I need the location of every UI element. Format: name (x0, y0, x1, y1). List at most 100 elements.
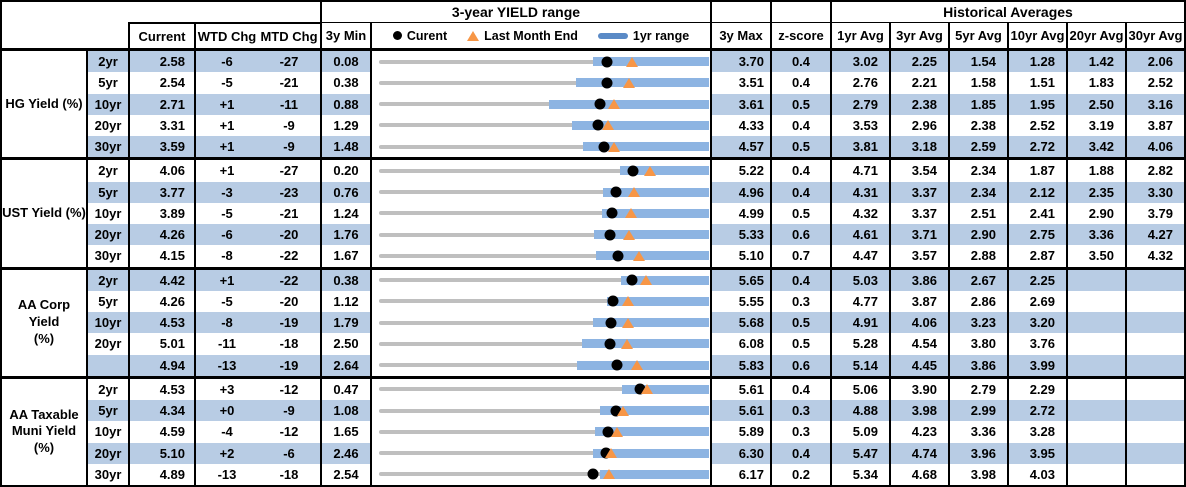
avg-cell-20yr-avg (1068, 378, 1127, 400)
avg-cell-30yr-avg: 2.82 (1127, 160, 1184, 182)
current-marker (592, 119, 604, 131)
avg-cell-5yr-avg: 3.36 (950, 421, 1009, 443)
range-bar-1yr (576, 360, 709, 370)
section-rows: 2yr 2.58 -6 -27 0.08 3.70 0.4 3.02 2.25 1.54 1.28 1… (88, 51, 1184, 158)
avg-cell-10yr-avg: 3.99 (1009, 354, 1068, 376)
current-cell: 4.94 (130, 354, 196, 376)
range-bar-1yr (581, 339, 709, 349)
tenor-cell: 20yr (88, 224, 130, 246)
chg-cell: -5 -21 (196, 202, 322, 224)
avg-cell-10yr-avg: 2.69 (1009, 290, 1068, 312)
range-line-3y (379, 144, 707, 149)
chg-cell: -13 -18 (196, 463, 322, 485)
avg-cell-3yr-avg: 3.90 (891, 378, 950, 400)
mtd-chg-value: -20 (279, 293, 299, 309)
wtd-chg-value: -13 (217, 466, 237, 482)
range-bar-1yr (601, 208, 709, 218)
avg-cell-10yr-avg: 3.20 (1009, 312, 1068, 334)
avg-cell-3yr-avg: 4.06 (891, 312, 950, 334)
tenor-cell: 20yr (88, 114, 130, 136)
min-3y-cell: 1.76 (322, 224, 372, 246)
min-3y-cell: 1.24 (322, 202, 372, 224)
current-dot-icon (392, 31, 402, 40)
data-row: 10yr 4.53 -8 -19 1.79 5.68 0.5 4.91 4.06 3.23 3.20 (88, 312, 1184, 334)
last-month-end-marker (641, 384, 654, 395)
tenor-cell: 30yr (88, 245, 130, 267)
current-cell: 4.34 (130, 400, 196, 422)
mtd-chg-value: -18 (279, 466, 299, 482)
avg-cell-1yr-avg: 5.03 (832, 269, 891, 291)
yield-range-chart (372, 333, 712, 355)
range-bar-1yr (620, 275, 709, 285)
historical-averages-title: Historical Averages (943, 4, 1073, 20)
last-month-end-marker (607, 99, 620, 110)
zscore-cell: 0.7 (772, 245, 832, 267)
avg-cell-20yr-avg (1068, 333, 1127, 355)
avg-cell-20yr-avg: 2.50 (1068, 93, 1127, 115)
range-line-3y (379, 253, 707, 258)
avg-cell-1yr-avg: 4.71 (832, 160, 891, 182)
chg-cell: +1 -9 (196, 136, 322, 158)
avg-cell-10yr-avg: 2.29 (1009, 378, 1068, 400)
chg-cell: -5 -21 (196, 72, 322, 94)
last-month-end-marker (620, 338, 633, 349)
max-3y-cell: 5.61 (712, 400, 772, 422)
avg-cell-1yr-avg: 3.02 (832, 51, 891, 73)
current-marker (598, 141, 610, 153)
avg-cell-20yr-avg (1068, 290, 1127, 312)
current-cell: 4.89 (130, 463, 196, 485)
avg-cell-30yr-avg (1127, 354, 1184, 376)
min-3y-cell: 1.79 (322, 312, 372, 334)
current-marker (605, 317, 617, 329)
avg-cell-30yr-avg (1127, 421, 1184, 443)
current-marker (606, 207, 618, 219)
avg-cell-10yr-avg: 2.72 (1009, 136, 1068, 158)
avg-cell-20yr-avg: 1.42 (1068, 51, 1127, 73)
avg-cell-1yr-avg: 4.61 (832, 224, 891, 246)
range-line-3y (379, 168, 707, 173)
zscore-cell: 0.4 (772, 181, 832, 203)
mtd-chg-value: -19 (279, 315, 299, 331)
current-cell: 3.59 (130, 136, 196, 158)
min-3y-cell: 1.12 (322, 290, 372, 312)
wtd-chg-value: -3 (221, 184, 233, 200)
data-row: 2yr 4.53 +3 -12 0.47 5.61 0.4 5.06 3.90 2.79 2.29 (88, 378, 1184, 400)
avg-cell-30yr-avg: 3.79 (1127, 202, 1184, 224)
max-3y-cell: 5.55 (712, 290, 772, 312)
current-cell: 5.01 (130, 333, 196, 355)
yield-range-chart (372, 93, 712, 115)
avg-cell-30yr-avg: 2.06 (1127, 51, 1184, 73)
avg-cell-10yr-avg: 2.52 (1009, 114, 1068, 136)
group-label: HG Yield (%) (2, 51, 88, 158)
yield-range-chart (372, 224, 712, 246)
wtd-chg-value: -13 (217, 357, 237, 373)
range-line-3y (379, 80, 707, 85)
data-row: 30yr 4.15 -8 -22 1.67 5.10 0.7 4.47 3.57 2.88 2.87… (88, 245, 1184, 267)
avg-cell-30yr-avg (1127, 442, 1184, 464)
current-cell: 2.71 (130, 93, 196, 115)
tenor-cell: 5yr (88, 181, 130, 203)
last-month-end-marker (603, 469, 615, 480)
current-marker (594, 98, 606, 110)
wtd-chg-value: -6 (221, 54, 233, 70)
chg-cell: -4 -12 (196, 421, 322, 443)
data-row: 5yr 2.54 -5 -21 0.38 3.51 0.4 2.76 2.21 1.58 1.51 1… (88, 72, 1184, 94)
last-month-end-marker (622, 77, 635, 88)
chg-cell: -8 -22 (196, 245, 322, 267)
current-marker (611, 359, 623, 371)
chg-cell: +1 -22 (196, 269, 322, 291)
yield-section: HG Yield (%) 2yr 2.58 -6 -27 0.08 3.70 0.4 3.02 2… (2, 51, 1184, 161)
mtd-chg-value: -20 (279, 227, 299, 243)
last-month-end-marker (624, 208, 637, 219)
avg-cell-10yr-avg: 2.75 (1009, 224, 1068, 246)
avg-cell-20yr-avg (1068, 442, 1127, 464)
last-month-end-marker (617, 405, 630, 416)
avg-cell-1yr-avg: 2.76 (832, 72, 891, 94)
zscore-cell: 0.6 (772, 354, 832, 376)
avg-cell-30yr-avg: 3.30 (1127, 181, 1184, 203)
max-3y-cell: 3.70 (712, 51, 772, 73)
tenor-cell: 5yr (88, 400, 130, 422)
avg-cell-30yr-avg (1127, 463, 1184, 485)
avg-cell-30yr-avg: 4.32 (1127, 245, 1184, 267)
data-row: 30yr 3.59 +1 -9 1.48 4.57 0.5 3.81 3.18 2.59 2.72 3… (88, 136, 1184, 158)
